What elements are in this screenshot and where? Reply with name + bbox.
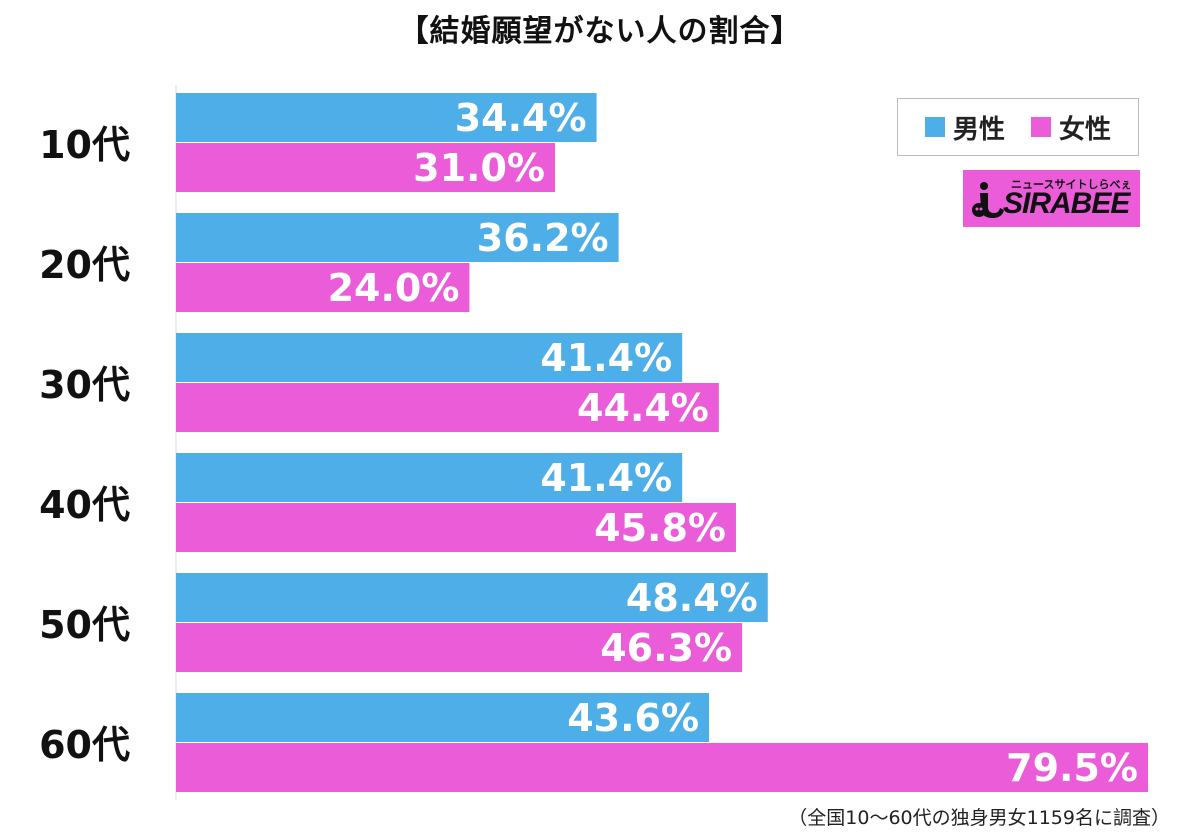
- bar-female: [176, 743, 1148, 792]
- data-label-male: 34.4%: [455, 96, 587, 140]
- bar-female: [176, 623, 743, 672]
- bar-female: [176, 263, 470, 312]
- bar-male: [176, 573, 768, 622]
- chart-title: 【結婚願望がない人の割合】: [398, 14, 802, 49]
- data-label-male: 43.6%: [567, 696, 699, 740]
- data-label-male: 41.4%: [540, 336, 672, 380]
- category-label: 10代: [39, 123, 130, 167]
- legend: 男性 女性: [897, 98, 1139, 156]
- data-label-female: 24.0%: [328, 266, 460, 310]
- legend-label-female: 女性: [1059, 114, 1112, 145]
- data-label-male: 41.4%: [540, 456, 672, 500]
- legend-item-female: 女性: [1031, 109, 1111, 146]
- data-label-female: 45.8%: [594, 506, 726, 550]
- sirabee-logo: ニュースサイトしらべぇ SIRABEE: [963, 170, 1140, 227]
- bar-female: [176, 383, 719, 432]
- category-label: 60代: [39, 723, 130, 767]
- data-label-male: 36.2%: [477, 216, 609, 260]
- category-label: 20代: [39, 243, 130, 287]
- category-label: 50代: [39, 603, 130, 647]
- data-label-female: 31.0%: [413, 146, 545, 190]
- bar-male: [176, 453, 683, 502]
- bar-male: [176, 93, 597, 142]
- data-label-female: 79.5%: [1006, 746, 1138, 790]
- data-label-female: 44.4%: [577, 386, 709, 430]
- bar-male: [176, 333, 683, 382]
- category-label: 30代: [39, 363, 130, 407]
- legend-swatch-male: [924, 117, 945, 137]
- bar-male: [176, 693, 710, 742]
- legend-label-male: 男性: [952, 114, 1005, 145]
- data-label-female: 46.3%: [600, 626, 732, 670]
- legend-swatch-female: [1031, 117, 1051, 137]
- footnote: （全国10〜60代の独身男女1159名に調査）: [788, 807, 1170, 829]
- logo-tagline: ニュースサイトしらべぇ: [1011, 178, 1132, 191]
- logo-name: SIRABEE: [1003, 187, 1130, 220]
- bar-female: [176, 143, 556, 192]
- bar-female: [176, 503, 736, 552]
- data-label-male: 48.4%: [626, 576, 758, 620]
- logo-mark-icon: [972, 182, 1004, 218]
- category-label: 40代: [39, 483, 130, 527]
- legend-item-male: 男性: [924, 109, 1005, 146]
- bar-male: [176, 213, 619, 262]
